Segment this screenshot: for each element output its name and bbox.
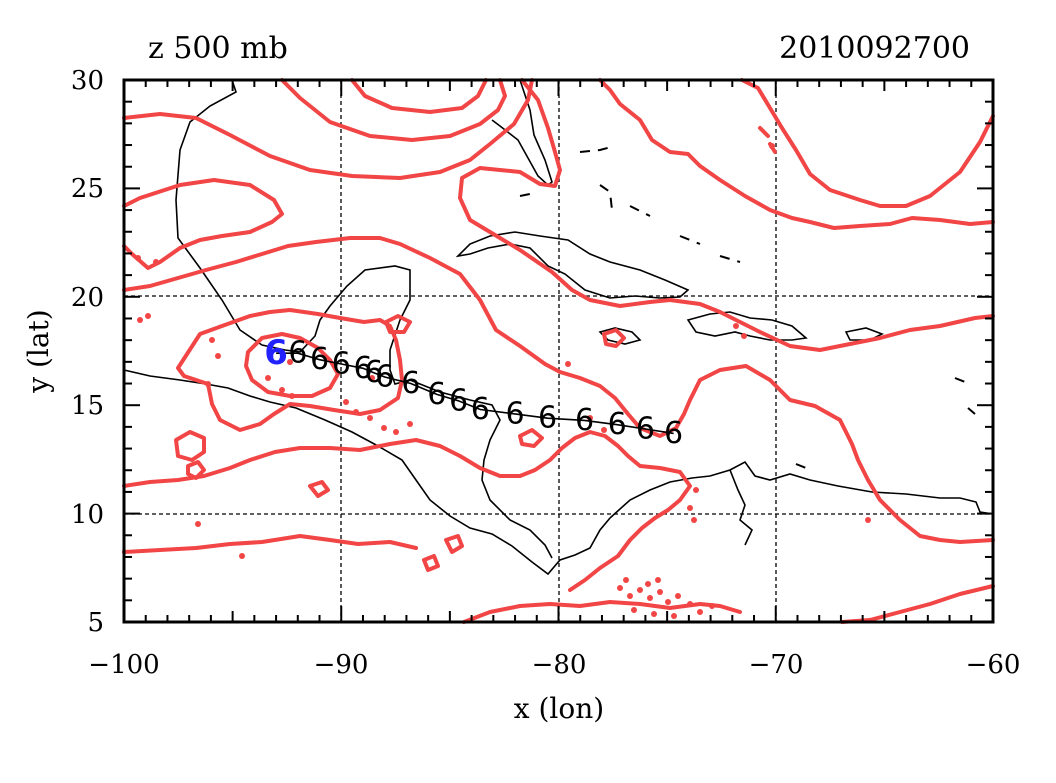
storm-track-symbols: 6 6 6 666 6 6 6 6 6 6 6 6 6 66: [264, 333, 683, 451]
plot-area: 6 6 6 666 6 6 6 6 6 6 6 6 6 66: [122, 78, 995, 624]
x-tick-label-1: −90: [314, 650, 369, 680]
contour-ring-mid-4: [422, 554, 440, 572]
contour-east-upper: [598, 78, 995, 230]
coastline-colombia-interior: [729, 469, 753, 546]
coastline-south-america: [609, 460, 994, 519]
contour-mexico-low: [176, 308, 404, 432]
contour-ring-west-2: [186, 460, 206, 480]
storm-position-current: 6: [264, 333, 288, 373]
coastline-cuba: [455, 231, 690, 299]
x-tick-label-2: −80: [532, 650, 587, 680]
x-tick-labels: −100 −90 −80 −70 −60: [88, 650, 1020, 680]
storm-position-13: 6: [575, 403, 594, 438]
coastline-hispaniola: [686, 311, 808, 341]
contour-east-south: [840, 584, 995, 624]
x-tick-label-0: −100: [88, 650, 159, 680]
coastline-jamaica: [598, 327, 642, 345]
storm-position-12: 6: [538, 401, 557, 436]
contour-ring-mid-5: [384, 314, 412, 334]
x-tick-label-4: −60: [966, 650, 1021, 680]
y-tick-label-1: 10: [71, 500, 104, 530]
storm-position-4: 6: [353, 351, 372, 386]
contour-ring-west-1: [174, 430, 206, 462]
storm-position-2: 6: [310, 342, 329, 377]
storm-position-15: 6: [636, 412, 655, 447]
storm-position-9: 6: [449, 383, 468, 418]
datetime-title: 2010092700: [779, 31, 970, 66]
coastline-pacific-mexico: [123, 369, 611, 576]
storm-position-7: 6: [401, 366, 420, 401]
contour-north-arc-2: [280, 78, 507, 142]
storm-position-16: 6: [664, 416, 683, 451]
y-axis-title: y (lat): [22, 309, 55, 393]
contour-south-west: [122, 534, 418, 554]
coastline-bahamas: [519, 145, 741, 263]
storm-position-10: 6: [471, 392, 490, 427]
coastlines: [123, 79, 994, 576]
storm-position-14: 6: [608, 407, 627, 442]
contour-ring-mid-2: [518, 428, 544, 448]
field-title: z 500 mb: [148, 31, 288, 66]
contour-specks: [135, 143, 871, 619]
y-tick-labels: 5 10 15 20 25 30: [71, 66, 104, 638]
contour-south-east: [462, 600, 742, 624]
contour-ring-mid-6: [308, 480, 330, 498]
x-axis-title: x (lon): [514, 692, 604, 725]
coastline-lesser-antilles: [795, 377, 976, 469]
storm-position-1: 6: [288, 336, 307, 371]
y-tick-label-0: 5: [87, 608, 104, 638]
contour-north-arc-3: [122, 78, 534, 180]
contour-northeast-band: [458, 78, 995, 352]
x-tick-label-3: −70: [749, 650, 804, 680]
storm-track-line: [276, 352, 674, 435]
storm-position-8: 6: [427, 377, 446, 412]
storm-position-3: 6: [332, 347, 351, 382]
y-tick-label-3: 20: [71, 283, 104, 313]
storm-position-11: 6: [505, 396, 524, 431]
axis-ticks: [123, 79, 994, 623]
contour-central-south: [122, 430, 692, 592]
coastline-gulf-mexico: [175, 79, 411, 353]
contour-central-loop: [122, 236, 995, 544]
storm-position-5: 6: [364, 355, 383, 390]
contour-ring-mid-1: [602, 328, 626, 348]
grid-lines: [124, 80, 993, 622]
contour-yucatan-inner: [244, 332, 340, 398]
contour-west-closed: [122, 178, 284, 270]
y-tick-label-5: 30: [71, 66, 104, 96]
contour-north-arc-1: [350, 78, 488, 114]
height-contours: [122, 78, 995, 624]
storm-track: 6 6 6 666 6 6 6 6 6 6 6 6 6 66: [264, 333, 683, 451]
contour-east-top: [740, 78, 995, 208]
contour-ring-mid-3: [444, 534, 464, 554]
y-tick-label-4: 25: [71, 174, 104, 204]
storm-position-6: 6: [375, 360, 394, 395]
y-tick-label-2: 15: [71, 391, 104, 421]
